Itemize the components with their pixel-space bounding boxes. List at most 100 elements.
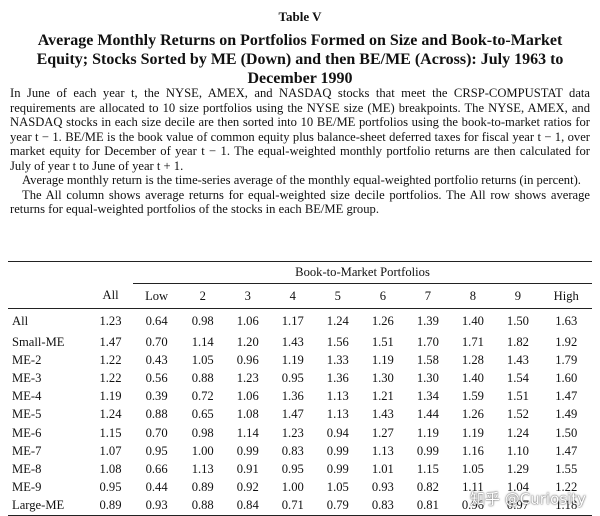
cell: 1.40 (461, 313, 484, 328)
cell: 0.71 (270, 496, 316, 516)
cell: 1.15 (416, 461, 439, 476)
cell: 1.40 (461, 370, 484, 385)
cell: 1.50 (555, 425, 578, 440)
cell: 0.96 (450, 496, 496, 516)
cell: 1.19 (371, 352, 394, 367)
cell: 1.06 (236, 389, 259, 404)
cell: 0.97 (495, 496, 541, 516)
cell: 1.56 (326, 334, 349, 349)
table-body: All 1.23 0.64 0.98 1.06 1.17 1.24 1.26 1.39 1.40 1… (8, 309, 592, 516)
cell: 0.88 (145, 407, 168, 422)
cell: 1.13 (191, 461, 214, 476)
cell: 0.70 (145, 425, 168, 440)
cell: 1.58 (416, 352, 439, 367)
cell: 1.06 (236, 313, 259, 328)
cell: 0.93 (133, 496, 181, 516)
cell: 1.60 (555, 370, 578, 385)
cell: 0.95 (145, 443, 168, 458)
description: In June of each year t, the NYSE, AMEX, … (10, 86, 590, 217)
cell: 1.47 (99, 334, 122, 349)
cell: 1.34 (416, 389, 439, 404)
cell: 0.99 (326, 443, 349, 458)
cell: 0.83 (281, 443, 304, 458)
cell: 0.65 (191, 407, 214, 422)
cell: 1.23 (236, 370, 259, 385)
cell: 0.43 (145, 352, 168, 367)
cell: 1.50 (506, 313, 529, 328)
row-label: All (12, 313, 29, 328)
cell: 1.26 (461, 407, 484, 422)
cell: 1.24 (99, 407, 122, 422)
table-row: Small-ME 1.47 0.70 1.14 1.20 1.43 1.56 1.51 1.70… (8, 333, 592, 351)
cell: 0.93 (371, 480, 394, 495)
cell: 1.51 (506, 389, 529, 404)
group-row: Book-to-Market Portfolios (8, 261, 592, 284)
table-row: ME-9 0.95 0.44 0.89 0.92 1.00 1.05 0.93 0.82 1.11… (8, 479, 592, 497)
cell: 0.96 (236, 352, 259, 367)
cell: 0.88 (180, 496, 226, 516)
cell: 1.54 (506, 370, 529, 385)
cell: 1.01 (371, 461, 394, 476)
cell: 1.92 (555, 334, 578, 349)
cell: 0.95 (99, 480, 122, 495)
table-row: ME-7 1.07 0.95 1.00 0.99 0.83 0.99 1.13 0.99 1.16… (8, 442, 592, 460)
cell: 1.22 (99, 352, 122, 367)
cell: 0.89 (88, 496, 134, 516)
cell: 1.19 (281, 352, 304, 367)
cell: 1.05 (326, 480, 349, 495)
cell: 1.24 (506, 425, 529, 440)
cell: 0.84 (225, 496, 271, 516)
cell: 1.71 (461, 334, 484, 349)
table-label: Table V (278, 9, 322, 24)
cell: 1.08 (236, 407, 259, 422)
row-label: ME-7 (12, 443, 42, 458)
column-header-row: All Low 2 3 4 5 6 7 8 9 High (8, 283, 592, 309)
cell: 1.30 (371, 370, 394, 385)
cell: 1.24 (326, 313, 349, 328)
cell: 1.19 (99, 389, 122, 404)
row-label: ME-8 (12, 461, 42, 476)
cell: 0.99 (236, 443, 259, 458)
cell: 1.04 (506, 480, 529, 495)
watermark: 知乎 @Curiosity (469, 490, 586, 508)
cell: 1.17 (281, 313, 304, 328)
cell: 1.70 (416, 334, 439, 349)
row-label: Large-ME (8, 496, 88, 516)
table-row: ME-4 1.19 0.39 0.72 1.06 1.36 1.13 1.21 1.34 1.59… (8, 388, 592, 406)
cell: 1.51 (371, 334, 394, 349)
column-header: 7 (405, 283, 451, 309)
table-row: ME-3 1.22 0.56 0.88 1.23 0.95 1.36 1.30 1.30 1.40… (8, 369, 592, 387)
table-row: ME-8 1.08 0.66 1.13 0.91 0.95 0.99 1.01 1.15 1.05… (8, 460, 592, 478)
row-label: ME-4 (12, 389, 42, 404)
column-header: All (88, 283, 134, 309)
table-row: ME-5 1.24 0.88 0.65 1.08 1.47 1.13 1.43 1.44 1.26… (8, 406, 592, 424)
cell: 1.30 (416, 370, 439, 385)
cell: 1.55 (555, 461, 578, 476)
cell: 1.19 (461, 425, 484, 440)
paragraph: In June of each year t, the NYSE, AMEX, … (10, 86, 590, 173)
cell: 1.16 (461, 443, 484, 458)
cell: 0.95 (281, 461, 304, 476)
column-header: Low (133, 283, 181, 309)
cell: 0.72 (191, 389, 214, 404)
cell: 0.83 (360, 496, 406, 516)
cell: 0.39 (145, 389, 168, 404)
cell: 1.29 (506, 461, 529, 476)
cell: 1.33 (326, 352, 349, 367)
paragraph: Average monthly return is the time-serie… (22, 173, 581, 187)
cell: 1.26 (371, 313, 394, 328)
cell: 1.23 (99, 313, 122, 328)
column-header: 3 (225, 283, 271, 309)
cell: 1.05 (461, 461, 484, 476)
cell: 1.28 (461, 352, 484, 367)
cell: 0.88 (191, 370, 214, 385)
cell: 0.98 (191, 425, 214, 440)
column-header: 2 (180, 283, 226, 309)
cell: 0.99 (416, 443, 439, 458)
cell: 0.99 (326, 461, 349, 476)
cell: 1.36 (326, 370, 349, 385)
cell: 0.89 (191, 480, 214, 495)
cell: 1.43 (281, 334, 304, 349)
cell: 0.95 (281, 370, 304, 385)
